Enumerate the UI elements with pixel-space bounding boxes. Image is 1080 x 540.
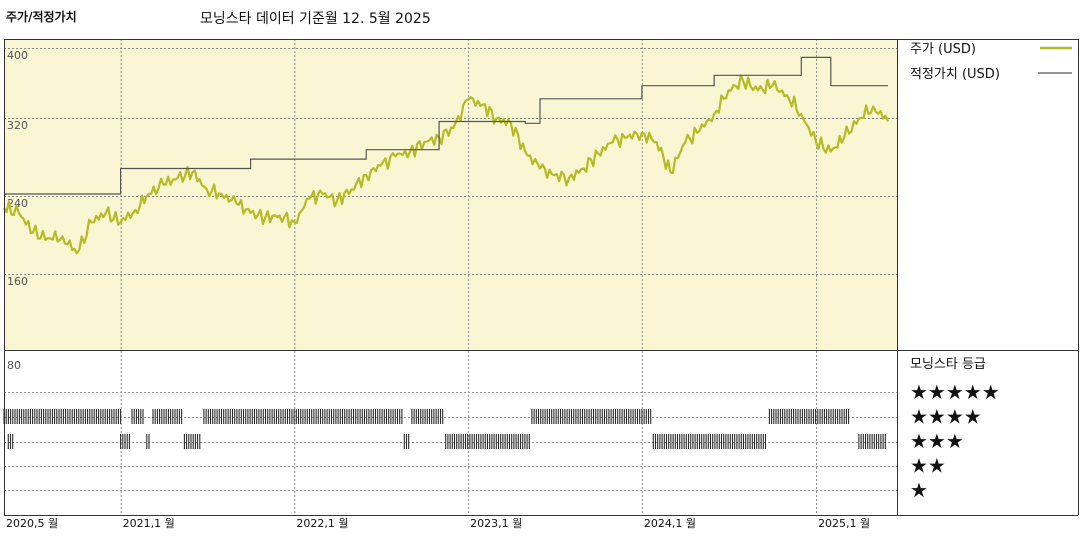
rating-period-3-star	[7, 434, 14, 449]
rating-period-3-star	[120, 434, 130, 449]
rating-period-4-star	[411, 409, 444, 424]
y-tick-label: 80	[7, 359, 21, 372]
rating-stars-label: ★★★★	[910, 405, 982, 429]
y-tick-label: 160	[7, 275, 28, 288]
y-tick-label: 400	[7, 49, 28, 62]
rating-legend: 모닝스타 등급★★★★★★★★★★★★★★★	[910, 357, 1000, 502]
series-lines	[3, 56, 890, 255]
x-tick-labels: 2020,5 월 2021,1 월 2022,1 월 2023,1 월 2024,1 월…	[6, 517, 870, 530]
rating-period-4-star	[131, 409, 144, 424]
rating-period-4-star	[203, 409, 403, 424]
rating-period-4-star	[768, 409, 850, 424]
rating-panel-title: 모닝스타 등급	[910, 357, 986, 372]
x-tick-label: 2020,5 월	[6, 517, 58, 530]
y-tick-label: 320	[7, 119, 28, 132]
x-tick-label: 2025,1 월	[818, 517, 870, 530]
legend-label: 주가 (USD)	[910, 42, 976, 57]
chart-frame	[4, 39, 1079, 516]
rating-period-3-star	[146, 434, 150, 449]
rating-period-3-star	[652, 434, 767, 449]
rating-period-4-star	[531, 409, 652, 424]
legend-label: 적정가치 (USD)	[910, 67, 1000, 82]
rating-stars-label: ★★	[910, 454, 946, 478]
chart-panel-label: 주가/적정가치	[6, 10, 77, 24]
rating-period-3-star	[858, 434, 886, 449]
rating-period-4-star	[152, 409, 183, 424]
rating-bars	[3, 409, 886, 449]
rating-period-3-star	[445, 434, 530, 449]
chart-title: 모닝스타 데이터 기준월 12. 5월 2025	[200, 11, 431, 27]
x-tick-label: 2022,1 월	[296, 517, 348, 530]
rating-stars-label: ★★★★★	[910, 380, 1000, 404]
rating-period-3-star	[403, 434, 410, 449]
legend: 주가 (USD) 적정가치 (USD)	[910, 42, 1072, 82]
y-tick-label: 240	[7, 197, 28, 210]
x-tick-label: 2023,1 월	[470, 517, 522, 530]
rating-stars-label: ★	[910, 478, 928, 502]
x-tick-label: 2024,1 월	[644, 517, 696, 530]
y-tick-labels: 400 320 240 160 80	[7, 49, 28, 372]
rating-stars-label: ★★★	[910, 429, 964, 453]
rating-period-4-star	[3, 409, 122, 424]
rating-period-3-star	[183, 434, 201, 449]
fair-value-line	[4, 56, 888, 195]
upper-plot-background	[4, 39, 897, 350]
x-tick-label: 2021,1 월	[123, 517, 175, 530]
